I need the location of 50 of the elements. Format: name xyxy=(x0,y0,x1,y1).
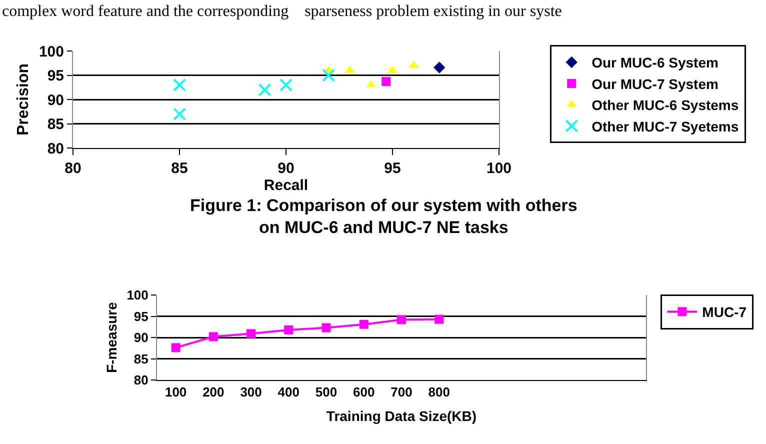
y-tick-label: 90 xyxy=(47,92,64,109)
x-axis-title: Training Data Size(KB) xyxy=(326,408,477,424)
point xyxy=(280,78,292,92)
y-tick-label: 85 xyxy=(47,116,64,133)
x-tick-label: 600 xyxy=(353,384,375,400)
point xyxy=(171,343,180,352)
x-tick-label: 80 xyxy=(64,160,82,177)
y-tick-label: 80 xyxy=(47,140,64,158)
point xyxy=(246,329,256,338)
point xyxy=(359,320,368,329)
point xyxy=(382,77,391,86)
x-tick-label: 90 xyxy=(278,160,294,177)
text: complex word feature and the corresponding sparseness problem existing in our syste xyxy=(2,3,562,20)
x-tick-label: 300 xyxy=(240,384,262,400)
point xyxy=(173,108,186,121)
y-tick-label: 90 xyxy=(134,330,148,346)
x-tick-label: 200 xyxy=(202,384,224,400)
x-tick-label: 800 xyxy=(428,384,450,400)
y-tick-label: 80 xyxy=(134,372,148,388)
legend-label: Our MUC-6 System xyxy=(592,54,718,71)
y-axis-title: Precision xyxy=(14,63,32,136)
point xyxy=(397,315,406,324)
point xyxy=(434,314,444,324)
x-tick-label: 95 xyxy=(384,160,401,177)
point xyxy=(434,62,446,74)
x-tick-label: 85 xyxy=(171,160,188,177)
legend-label: Other MUC-7 Syetems xyxy=(592,118,739,134)
point xyxy=(366,80,376,88)
x-axis-title: Recall xyxy=(264,177,308,194)
legend-label: MUC-7 xyxy=(702,304,747,320)
point xyxy=(322,323,331,332)
x-tick-label: 500 xyxy=(315,384,338,400)
point xyxy=(173,78,186,92)
point xyxy=(208,332,218,342)
point xyxy=(258,83,272,96)
legend-label: Other MUC-6 Systems xyxy=(592,97,739,114)
x-tick-label: 100 xyxy=(164,384,187,400)
y-tick-label: 100 xyxy=(38,43,64,60)
y-tick-label: 95 xyxy=(47,68,64,84)
x-tick-label: 100 xyxy=(486,160,512,177)
point xyxy=(284,325,294,334)
x-tick-label: 700 xyxy=(390,384,412,400)
legend-label: Our MUC-7 System xyxy=(592,76,718,92)
caption: Figure 1: Comparison of our system with others on MUC-6 and MUC-7 NE tasks xyxy=(190,196,578,238)
point xyxy=(322,68,336,82)
y-tick-label: 100 xyxy=(126,288,148,303)
x-tick-label: 400 xyxy=(278,384,300,400)
y-axis-title: F-measure xyxy=(103,302,120,373)
y-tick-label: 85 xyxy=(134,351,148,366)
y-tick-label: 95 xyxy=(134,308,148,324)
